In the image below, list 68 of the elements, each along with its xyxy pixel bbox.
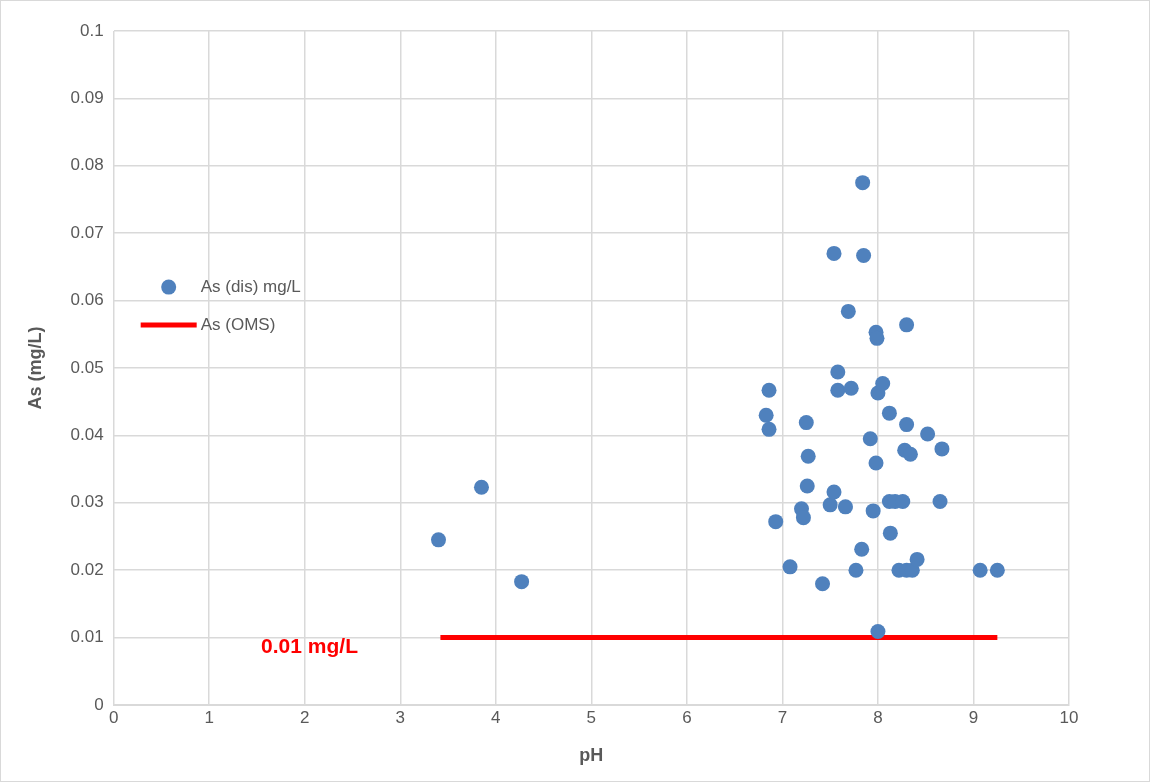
point [758,407,774,423]
point [882,525,898,541]
point [865,503,881,519]
point [972,562,988,578]
point [855,175,871,191]
x-tick-label: 0 [108,707,119,727]
point [761,421,777,437]
x-tick-label: 10 [1059,707,1079,727]
y-tick-label: 0.01 [70,627,104,647]
x-tick-label: 8 [873,707,883,727]
point [830,364,846,380]
point [870,624,886,640]
point [902,446,918,462]
point [989,562,1005,578]
annotation: 0.01 mg/L [261,634,359,658]
point [837,499,853,515]
point [909,551,925,567]
x-tick-label: 1 [204,707,214,727]
point [800,448,816,464]
point [822,497,838,513]
point [826,245,842,261]
point [843,380,859,396]
x-tick-label: 5 [586,707,597,727]
legend-label: As (OMS) [200,314,276,334]
point [920,426,936,442]
y-tick-label: 0.1 [80,20,104,40]
point [899,417,915,433]
point [881,405,897,421]
y-tick-label: 0.05 [70,357,104,377]
point [798,415,814,431]
point [868,455,884,471]
point [826,484,842,500]
point [934,441,950,457]
point [848,562,864,578]
x-tick-label: 4 [491,707,501,727]
x-tick-label: 9 [968,707,979,727]
point [932,493,948,509]
x-tick-label: 7 [777,707,788,727]
x-axis-title: pH [579,745,604,766]
point [768,514,784,530]
point [830,382,846,398]
y-tick-label: 0.03 [70,492,104,512]
point [430,532,446,548]
point [473,479,489,495]
legend-label: As (dis) mg/L [200,276,301,296]
point [854,541,870,557]
point [862,431,878,447]
y-tick-label: 0.02 [70,559,104,579]
y-tick-label: 0.08 [70,155,104,175]
point [782,559,798,575]
y-tick-label: 0.06 [70,290,104,310]
x-tick-label: 2 [300,707,310,727]
point [761,382,777,398]
point [799,478,815,494]
point [856,247,872,263]
x-tick-label: 3 [395,707,406,727]
y-tick-label: 0.04 [70,425,104,445]
point [875,376,891,391]
y-tick-label: 0 [94,694,104,714]
point [795,510,811,526]
y-axis-title: As (mg/L) [24,326,45,410]
y-tick-label: 0.09 [70,88,104,108]
y-tick-label: 0.07 [70,222,104,242]
x-tick-label: 6 [682,707,692,727]
point [840,303,856,319]
point [514,574,530,590]
point [899,317,915,333]
point [815,576,831,592]
